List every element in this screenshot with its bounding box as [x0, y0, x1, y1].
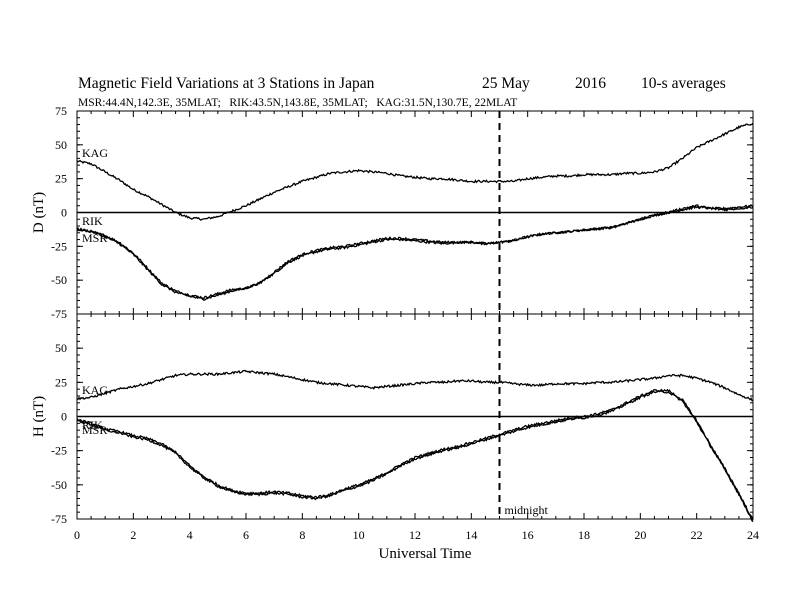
plot-layer: 75 50 25 0 -25 -50 -75 D (nT) KAG RIK MSR 50 25 0 -25 -…	[31, 104, 759, 542]
y-tick-label-H: 50	[55, 341, 67, 355]
x-tick-label: 24	[747, 528, 759, 542]
y-axis-title-H: H (nT)	[31, 396, 47, 437]
x-tick-label: 0	[74, 528, 80, 542]
x-tick-label: 10	[353, 528, 365, 542]
station-label-D-msr: MSR	[82, 231, 107, 245]
series-line-H-msr	[76, 389, 754, 523]
y-tick-label-D: -50	[51, 273, 67, 287]
x-tick-label: 8	[299, 528, 305, 542]
station-label-H-msr: MSR	[82, 423, 107, 437]
y-tick-label-D: 75	[55, 104, 67, 118]
x-tick-label: 22	[691, 528, 703, 542]
y-tick-label-H: -50	[51, 478, 67, 492]
y-tick-label-H: 25	[55, 375, 67, 389]
y-tick-label-D: -75	[51, 307, 67, 321]
chart-title: Magnetic Field Variations at 3 Stations …	[78, 75, 375, 92]
x-tick-label: 4	[187, 528, 193, 542]
y-tick-label-D: 50	[55, 138, 67, 152]
y-tick-label-H: -25	[51, 444, 67, 458]
series-line-H-kag	[76, 369, 754, 402]
y-tick-label-D: -25	[51, 239, 67, 253]
x-tick-label: 20	[634, 528, 646, 542]
x-tick-label: 16	[522, 528, 534, 542]
station-label-D-rik: RIK	[82, 214, 103, 228]
midnight-label: midnight	[505, 503, 549, 517]
chart-year: 2016	[575, 75, 606, 92]
x-tick-label: 18	[578, 528, 590, 542]
station-label-D-kag: KAG	[82, 146, 108, 160]
chart-subtitle: MSR:44.4N,142.3E, 35MLAT; RIK:43.5N,143.…	[78, 97, 517, 109]
series-line-D-kag	[76, 122, 754, 221]
x-tick-label: 2	[130, 528, 136, 542]
y-tick-label-H: -75	[51, 512, 67, 526]
x-tick-label: 12	[409, 528, 421, 542]
x-tick-label: 14	[465, 528, 477, 542]
x-axis-title: Universal Time	[379, 546, 472, 562]
series-line-D-msr	[76, 204, 754, 301]
y-tick-label-D: 0	[61, 206, 67, 220]
chart-averaging: 10-s averages	[641, 75, 726, 92]
series-line-D-rik	[76, 203, 754, 300]
y-axis-title-D: D (nT)	[31, 192, 47, 233]
y-tick-label-H: 0	[61, 410, 67, 424]
y-tick-label-D: 25	[55, 172, 67, 186]
chart-date: 25 May	[482, 75, 530, 92]
x-tick-label: 6	[243, 528, 249, 542]
station-label-H-kag: KAG	[82, 383, 108, 397]
